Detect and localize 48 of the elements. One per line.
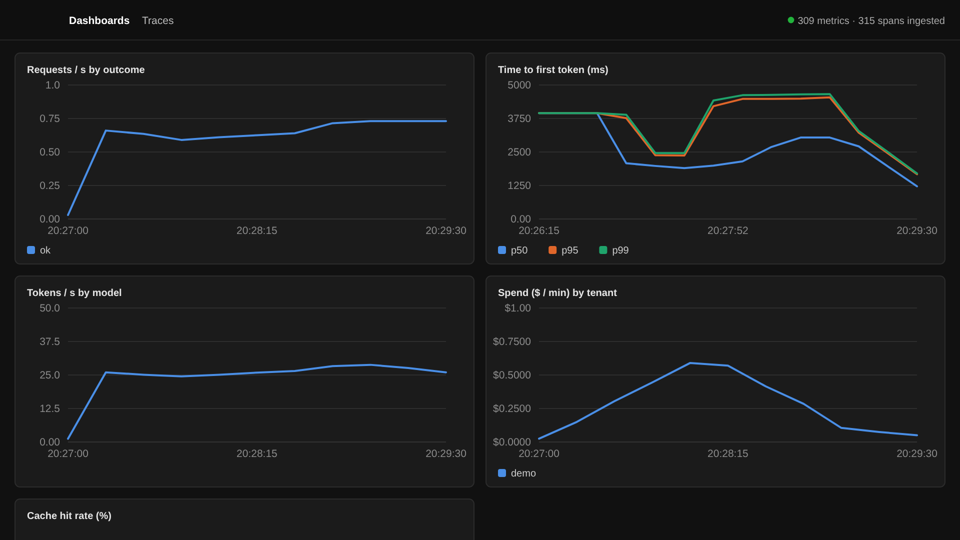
chart-title: Spend ($ / min) by tenant	[498, 288, 618, 299]
text: Traces	[142, 15, 174, 27]
y-tick-label: 0.00	[40, 214, 60, 226]
y-tick-label: 0.25	[40, 180, 60, 192]
y-tick-label: $0.0000	[493, 436, 532, 449]
x-tick-label: 20:27:00	[48, 448, 89, 460]
x-tick-label: 20:29:30	[426, 448, 467, 460]
legend-label: p99	[612, 246, 630, 256]
chart-title: Time to first token (ms)	[498, 65, 608, 76]
x-tick-label: 20:28:15	[708, 448, 749, 460]
y-tick-label: 12.5	[40, 403, 60, 416]
chart-title: Tokens / s by model	[27, 288, 122, 299]
x-tick-label: 20:27:00	[48, 225, 89, 237]
y-tick-label: 0.75	[40, 113, 60, 126]
y-tick-label: 1.0	[45, 80, 60, 92]
y-tick-label: $0.7500	[493, 336, 532, 348]
y-tick-label: $0.5000	[493, 370, 532, 382]
y-tick-label: 2500	[508, 146, 532, 159]
chart-title: Requests / s by outcome	[27, 65, 146, 76]
x-tick-label: 20:27:52	[708, 225, 749, 237]
legend-label: p95	[562, 246, 579, 256]
x-tick-label: 20:26:15	[518, 225, 560, 237]
x-tick-label: 20:29:30	[426, 225, 467, 237]
line-series	[538, 362, 918, 440]
y-tick-label: 0.50	[40, 146, 60, 159]
y-tick-label: 0.00	[510, 214, 532, 226]
x-tick-label: 20:29:30	[896, 225, 938, 237]
line-series	[67, 120, 447, 216]
text: Cache hit rate (%)	[27, 511, 112, 522]
x-tick-label: 20:28:15	[236, 225, 278, 237]
y-tick-label: 5000	[508, 80, 532, 92]
y-tick-label: $1.00	[504, 302, 532, 315]
y-tick-label: 25.0	[40, 370, 60, 382]
y-tick-label: 0.00	[40, 436, 60, 449]
text: 309 metrics · 315 spans ingested	[798, 16, 945, 27]
legend-label: ok	[40, 246, 52, 256]
legend-label: demo	[511, 468, 536, 480]
y-tick-label: $0.2500	[493, 403, 532, 416]
text: Dashboards	[69, 15, 130, 27]
line-series	[67, 364, 447, 440]
legend-label: p50	[511, 246, 528, 256]
y-tick-label: 3750	[508, 113, 532, 126]
x-tick-label: 20:27:00	[518, 448, 560, 460]
y-tick-label: 37.5	[40, 336, 60, 348]
y-tick-label: 50.0	[40, 302, 60, 315]
x-tick-label: 20:29:30	[896, 448, 938, 460]
x-tick-label: 20:28:15	[236, 448, 278, 460]
y-tick-label: 1250	[508, 180, 532, 192]
